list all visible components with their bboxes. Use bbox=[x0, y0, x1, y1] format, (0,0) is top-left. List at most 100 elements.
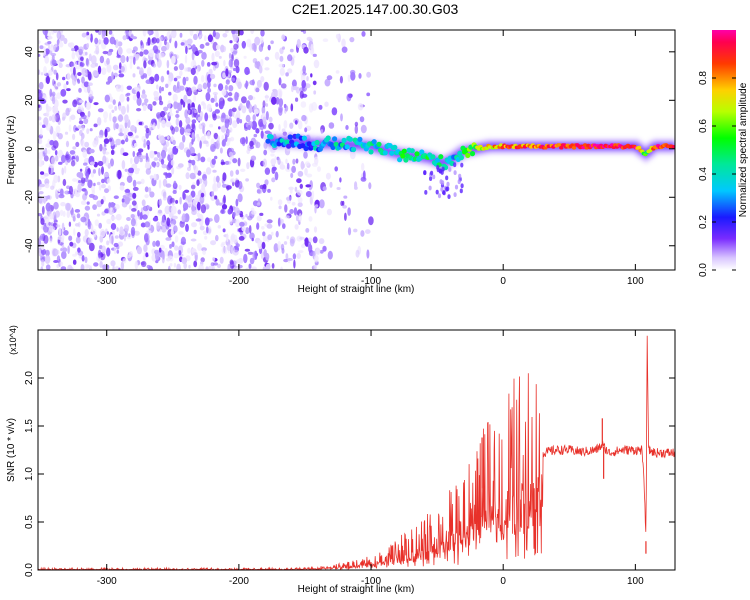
noise-speck bbox=[86, 35, 91, 39]
noise-speck bbox=[256, 189, 261, 194]
noise-speck bbox=[79, 117, 82, 122]
noise-speck bbox=[228, 59, 233, 68]
noise-speck bbox=[178, 120, 183, 128]
noise-speck bbox=[38, 91, 43, 101]
noise-speck bbox=[250, 155, 257, 161]
noise-speck bbox=[126, 175, 133, 183]
noise-speck bbox=[156, 221, 161, 230]
noise-speck bbox=[245, 114, 251, 123]
noise-speck bbox=[322, 38, 329, 42]
noise-speck bbox=[84, 189, 88, 196]
noise-speck bbox=[75, 236, 81, 244]
noise-speck bbox=[306, 173, 313, 178]
noise-speck bbox=[93, 182, 96, 187]
noise-speck bbox=[81, 132, 85, 140]
noise-speck bbox=[181, 213, 186, 223]
noise-speck bbox=[123, 132, 127, 140]
noise-speck bbox=[145, 168, 151, 175]
noise-speck bbox=[178, 63, 185, 71]
noise-speck bbox=[259, 126, 264, 130]
noise-speck bbox=[304, 127, 308, 133]
noise-speck bbox=[49, 238, 53, 243]
noise-speck bbox=[285, 253, 289, 260]
noise-speck bbox=[244, 248, 251, 252]
noise-speck bbox=[119, 93, 125, 103]
noise-speck bbox=[59, 58, 65, 62]
spectrogram-xlabel: Height of straight line (km) bbox=[298, 284, 415, 295]
noise-speck bbox=[66, 81, 69, 85]
noise-speck bbox=[96, 181, 101, 186]
noise-speck bbox=[93, 102, 99, 106]
noise-speck bbox=[122, 258, 127, 264]
noise-speck bbox=[167, 77, 172, 86]
noise-speck bbox=[305, 228, 310, 233]
noise-speck bbox=[89, 128, 93, 132]
noise-speck bbox=[183, 207, 186, 212]
noise-speck bbox=[161, 215, 165, 223]
noise-speck bbox=[114, 204, 120, 210]
noise-speck bbox=[362, 170, 366, 180]
noise-speck bbox=[249, 257, 255, 265]
noise-speck bbox=[206, 62, 211, 67]
noise-speck bbox=[41, 259, 45, 267]
noise-speck bbox=[93, 123, 98, 128]
noise-speck bbox=[153, 90, 158, 96]
noise-speck bbox=[360, 230, 365, 237]
noise-speck bbox=[126, 48, 133, 54]
noise-speck bbox=[63, 230, 69, 236]
noise-speck bbox=[187, 201, 194, 207]
snr-xlabel: Height of straight line (km) bbox=[298, 584, 415, 595]
noise-speck bbox=[124, 137, 129, 143]
noise-speck bbox=[45, 75, 51, 85]
noise-speck bbox=[58, 161, 63, 165]
ridge-tail-speck bbox=[448, 167, 452, 172]
noise-speck bbox=[296, 252, 301, 259]
noise-speck bbox=[143, 106, 147, 111]
noise-speck bbox=[109, 98, 113, 103]
noise-speck bbox=[80, 114, 87, 120]
noise-speck bbox=[341, 46, 348, 53]
noise-speck bbox=[140, 222, 146, 228]
noise-speck bbox=[239, 119, 243, 124]
noise-speck bbox=[230, 178, 236, 183]
noise-speck bbox=[186, 149, 191, 158]
noise-speck bbox=[220, 125, 226, 133]
noise-speck bbox=[215, 175, 220, 183]
noise-speck bbox=[214, 195, 218, 200]
noise-speck bbox=[197, 136, 201, 142]
noise-speck bbox=[87, 71, 92, 81]
noise-speck bbox=[96, 213, 101, 217]
noise-speck bbox=[68, 221, 72, 227]
ridge-point bbox=[401, 148, 407, 154]
noise-speck bbox=[74, 209, 81, 213]
noise-speck bbox=[205, 167, 212, 175]
noise-speck bbox=[72, 146, 77, 150]
noise-speck bbox=[207, 87, 212, 93]
noise-speck bbox=[182, 191, 186, 200]
noise-speck bbox=[349, 37, 355, 43]
noise-speck bbox=[197, 243, 202, 251]
noise-speck bbox=[152, 216, 159, 222]
noise-speck bbox=[63, 165, 67, 174]
noise-speck bbox=[53, 69, 57, 75]
noise-speck bbox=[305, 191, 312, 198]
noise-speck bbox=[170, 217, 174, 222]
spectrogram-frame bbox=[37, 29, 676, 271]
noise-speck bbox=[69, 185, 73, 195]
noise-speck bbox=[264, 67, 270, 71]
noise-speck bbox=[301, 80, 307, 89]
noise-speck bbox=[312, 236, 318, 244]
x-tick-label: -200 bbox=[229, 276, 249, 287]
noise-speck bbox=[152, 63, 157, 68]
noise-speck bbox=[161, 164, 167, 169]
noise-speck bbox=[142, 155, 146, 159]
ridge-point bbox=[357, 136, 363, 142]
noise-speck bbox=[250, 30, 255, 34]
noise-speck bbox=[145, 131, 149, 139]
noise-speck bbox=[294, 120, 298, 125]
noise-speck bbox=[331, 107, 338, 116]
noise-speck bbox=[53, 174, 59, 184]
noise-speck bbox=[270, 158, 277, 165]
ridge-tail-speck bbox=[460, 162, 464, 168]
noise-speck bbox=[173, 66, 178, 71]
